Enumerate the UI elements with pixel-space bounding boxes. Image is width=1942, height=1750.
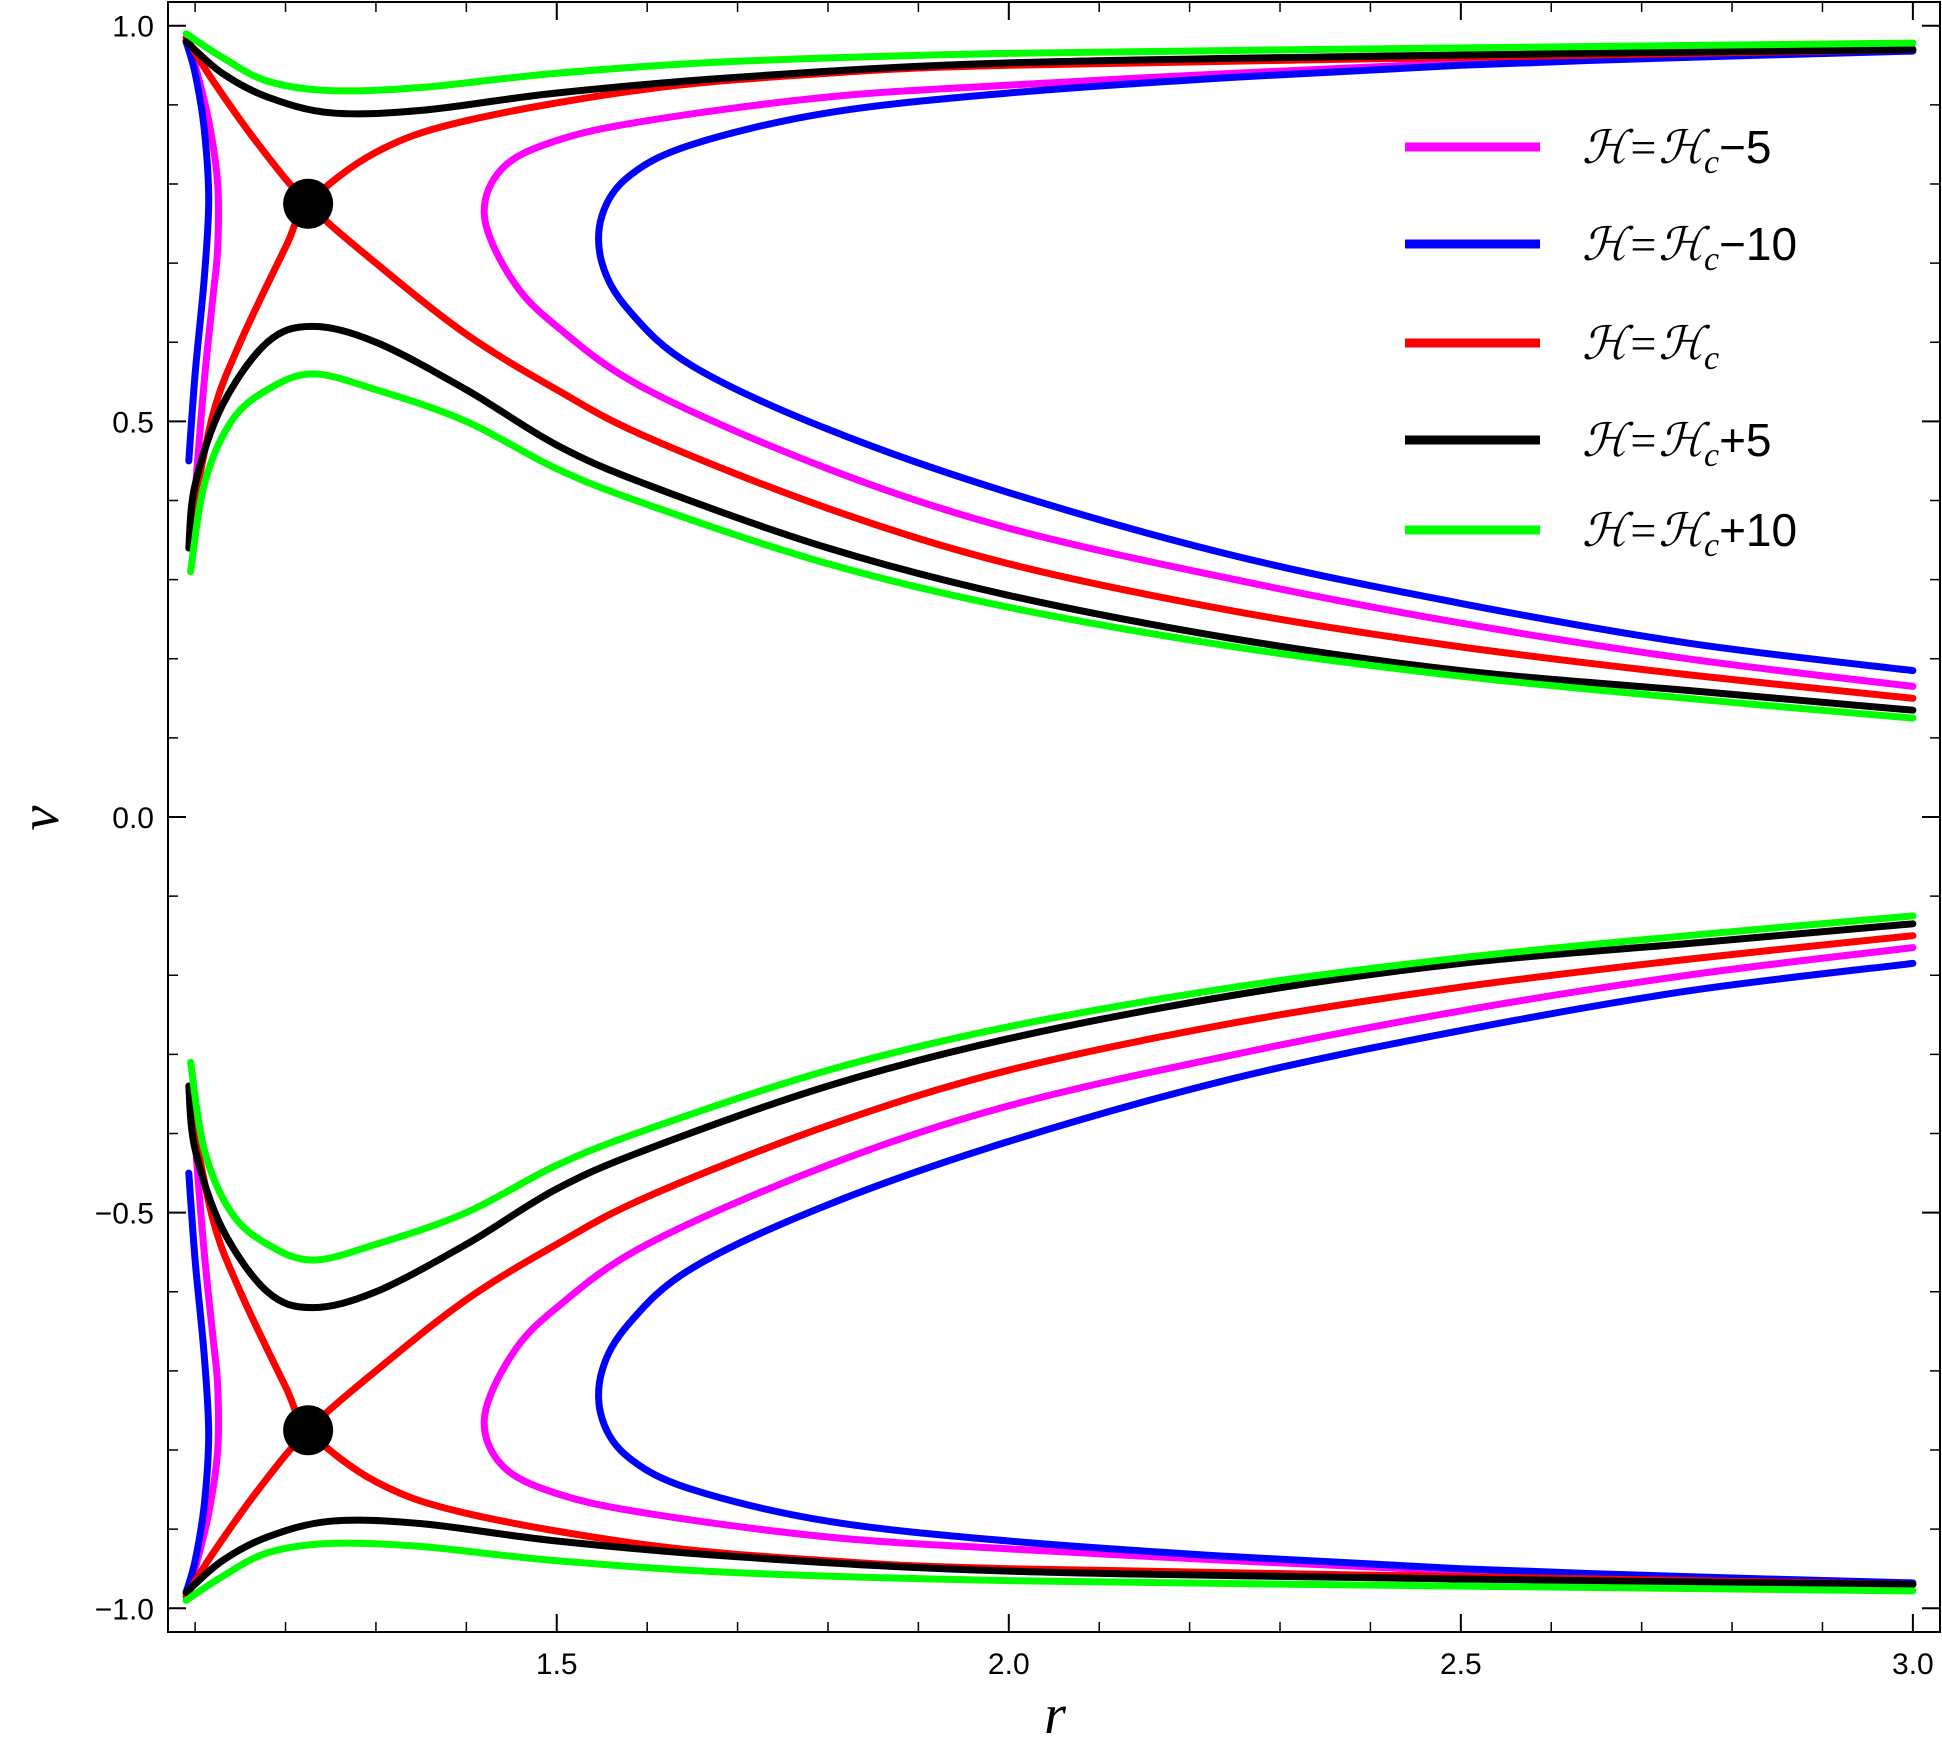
legend-entry-2: ℋ=ℋc bbox=[1405, 318, 1719, 377]
y-tick-label: 0.0 bbox=[112, 802, 154, 835]
x-tick-label: 1.5 bbox=[536, 1648, 578, 1681]
series-0 bbox=[182, 34, 1917, 1600]
series-2-branch-3 bbox=[182, 932, 1917, 1600]
y-axis-label: v bbox=[9, 805, 71, 830]
y-tick-label: −1.0 bbox=[95, 1593, 154, 1626]
series-0-branch-1 bbox=[480, 46, 1917, 690]
legend-label-0: ℋ=ℋc−5 bbox=[1582, 121, 1772, 181]
legend-entry-0: ℋ=ℋc−5 bbox=[1405, 121, 1772, 181]
ticks-layer: 1.5 2.0 2.5 3.0 −1.0 −0.5 0.0 0.5 1.0 bbox=[95, 2, 1940, 1681]
y-tick-label: 1.0 bbox=[112, 11, 154, 44]
series-2 bbox=[182, 34, 1917, 1600]
critical-point-1 bbox=[283, 1405, 334, 1456]
legend-label-subscript: c bbox=[1704, 527, 1719, 564]
series-1-branch-2 bbox=[182, 1169, 213, 1596]
critical-point-0 bbox=[283, 178, 334, 229]
series-3-branch-2 bbox=[185, 920, 1917, 1312]
legend-label-4: ℋ=ℋc+10 bbox=[1582, 504, 1797, 564]
legend-entry-3: ℋ=ℋc+5 bbox=[1405, 414, 1772, 474]
legend: ℋ=ℋc−5ℋ=ℋc−10ℋ=ℋcℋ=ℋc+5ℋ=ℋc+10 bbox=[1405, 121, 1797, 564]
legend-label-subscript: c bbox=[1704, 144, 1719, 181]
legend-label-subscript: c bbox=[1704, 437, 1719, 474]
legend-label-main: ℋ=ℋ bbox=[1582, 505, 1711, 556]
legend-label-2: ℋ=ℋc bbox=[1582, 318, 1719, 377]
series-4-branch-2 bbox=[187, 912, 1917, 1264]
series-4-branch-1 bbox=[182, 30, 1917, 95]
legend-label-1: ℋ=ℋc−10 bbox=[1582, 218, 1797, 278]
legend-entry-4: ℋ=ℋc+10 bbox=[1405, 504, 1797, 564]
y-tick-label: 0.5 bbox=[112, 406, 154, 439]
series-4-branch-3 bbox=[182, 1539, 1917, 1604]
legend-label-3: ℋ=ℋc+5 bbox=[1582, 414, 1772, 474]
x-tick-label: 2.0 bbox=[988, 1648, 1030, 1681]
legend-label-suffix: +5 bbox=[1719, 414, 1771, 466]
series-1 bbox=[182, 38, 1917, 1596]
x-tick-label: 2.5 bbox=[1440, 1648, 1482, 1681]
series-3-branch-0 bbox=[185, 322, 1917, 714]
series-1-branch-0 bbox=[182, 38, 213, 465]
legend-label-subscript: c bbox=[1704, 340, 1719, 377]
series-4 bbox=[182, 30, 1917, 1604]
legend-entry-1: ℋ=ℋc−10 bbox=[1405, 218, 1797, 278]
legend-label-main: ℋ=ℋ bbox=[1582, 415, 1711, 466]
series-3-branch-3 bbox=[182, 1516, 1917, 1596]
legend-label-suffix: −10 bbox=[1719, 218, 1797, 270]
legend-label-main: ℋ=ℋ bbox=[1582, 122, 1711, 173]
legend-label-main: ℋ=ℋ bbox=[1582, 318, 1711, 369]
series-0-branch-3 bbox=[480, 944, 1917, 1588]
critical-points-layer bbox=[283, 178, 334, 1456]
legend-label-suffix: +10 bbox=[1719, 504, 1797, 556]
series-1-branch-1 bbox=[595, 47, 1917, 675]
legend-label-main: ℋ=ℋ bbox=[1582, 219, 1711, 270]
series-3 bbox=[182, 38, 1917, 1596]
legend-label-suffix: −5 bbox=[1719, 121, 1771, 173]
legend-label-subscript: c bbox=[1704, 241, 1719, 278]
series-1-branch-3 bbox=[595, 959, 1917, 1587]
series-3-branch-1 bbox=[182, 38, 1917, 118]
y-tick-label: −0.5 bbox=[95, 1198, 154, 1231]
x-axis-label: r bbox=[1044, 1684, 1066, 1746]
series-2-branch-2 bbox=[187, 1106, 1917, 1588]
series-4-branch-0 bbox=[187, 370, 1917, 722]
x-tick-label: 3.0 bbox=[1892, 1648, 1934, 1681]
